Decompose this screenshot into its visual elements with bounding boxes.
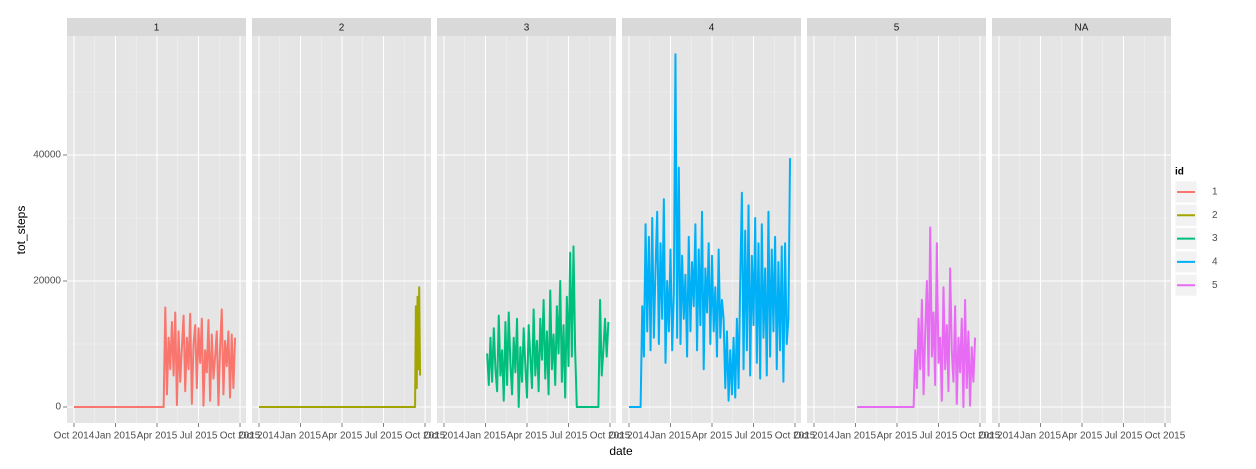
strip — [437, 18, 616, 36]
x-tick-label: Oct 2014 — [239, 431, 280, 442]
x-tick-label: Oct 2015 — [220, 431, 261, 442]
legend-title: id — [1175, 167, 1184, 178]
y-tick-label: 40000 — [33, 150, 61, 161]
series-line — [258, 286, 422, 408]
x-tick-label: Jul 2015 — [365, 431, 403, 442]
x-tick-label: Oct 2015 — [775, 431, 816, 442]
x-tick-label: Apr 2015 — [692, 431, 733, 442]
series-line — [857, 226, 977, 408]
x-tick-label: Apr 2015 — [322, 431, 363, 442]
strip — [992, 18, 1171, 36]
x-tick-label: Oct 2014 — [424, 431, 465, 442]
x-tick-label: Jan 2015 — [95, 431, 137, 442]
x-tick-label: Apr 2015 — [1062, 431, 1103, 442]
strip-label: 5 — [894, 23, 900, 34]
x-tick-label: Oct 2014 — [54, 431, 95, 442]
x-tick-label: Jan 2015 — [650, 431, 692, 442]
legend-label: 1 — [1212, 187, 1218, 198]
x-tick-label: Jul 2015 — [550, 431, 588, 442]
x-tick-label: Oct 2015 — [590, 431, 631, 442]
x-tick-label: Jul 2015 — [180, 431, 218, 442]
y-axis-title: tot_steps — [14, 206, 28, 255]
y-tick-label: 0 — [55, 402, 61, 413]
x-tick-label: Jan 2015 — [280, 431, 322, 442]
strip-label: 2 — [339, 23, 345, 34]
x-tick-label: Jul 2015 — [1105, 431, 1143, 442]
strip — [67, 18, 246, 36]
strip-label: 4 — [709, 23, 715, 34]
x-tick-label: Apr 2015 — [507, 431, 548, 442]
x-tick-label: Jul 2015 — [735, 431, 773, 442]
x-tick-label: Oct 2015 — [1145, 431, 1186, 442]
strip-label: 1 — [154, 23, 160, 34]
y-tick-label: 20000 — [33, 276, 61, 287]
legend-label: 4 — [1212, 257, 1218, 268]
x-tick-label: Oct 2014 — [979, 431, 1020, 442]
x-tick-label: Oct 2014 — [609, 431, 650, 442]
strip-label: NA — [1075, 23, 1089, 34]
legend-label: 5 — [1212, 280, 1218, 291]
legend-label: 2 — [1212, 210, 1218, 221]
x-tick-label: Jan 2015 — [835, 431, 877, 442]
strip-label: 3 — [524, 23, 530, 34]
strip — [252, 18, 431, 36]
series-line — [73, 306, 237, 408]
x-tick-label: Jan 2015 — [465, 431, 507, 442]
series-line — [486, 245, 610, 408]
strip — [807, 18, 986, 36]
x-tick-label: Oct 2015 — [405, 431, 446, 442]
legend-label: 3 — [1212, 233, 1218, 244]
x-tick-label: Apr 2015 — [877, 431, 918, 442]
series-line — [628, 53, 792, 408]
strip — [622, 18, 801, 36]
x-axis-title: date — [609, 444, 633, 458]
x-tick-label: Oct 2015 — [960, 431, 1001, 442]
x-tick-label: Apr 2015 — [137, 431, 178, 442]
x-tick-label: Jul 2015 — [920, 431, 958, 442]
x-tick-label: Jan 2015 — [1020, 431, 1062, 442]
x-tick-label: Oct 2014 — [794, 431, 835, 442]
